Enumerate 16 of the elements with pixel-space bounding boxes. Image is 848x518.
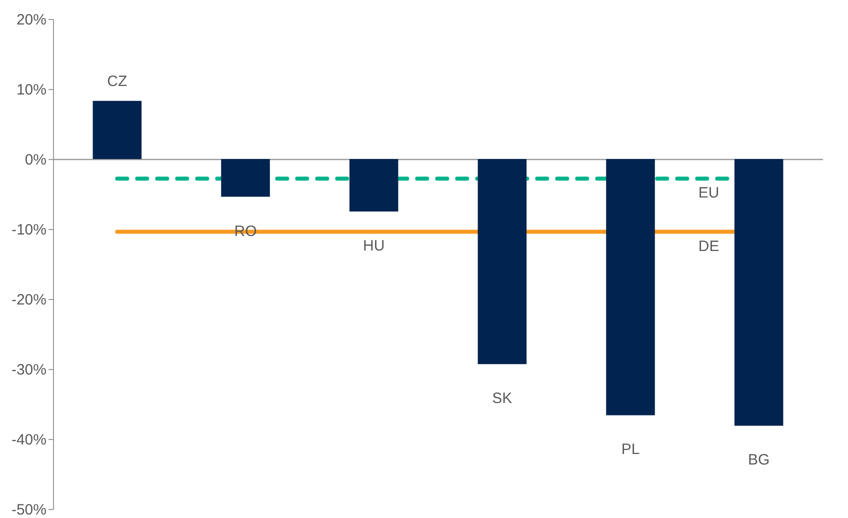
y-tick-label: -50% [11, 502, 46, 518]
y-tick-label: 0% [24, 152, 46, 168]
y-tick-label: -40% [11, 432, 46, 448]
x-tick-label: HU [362, 238, 385, 254]
x-tick-label: BG [748, 452, 770, 469]
x-tick-label: SK [492, 390, 512, 408]
y-tick-label: 20% [16, 12, 46, 28]
y-tick-label: 10% [16, 82, 46, 98]
ref-line-label: EU [698, 184, 720, 202]
x-tick-label: PL [621, 441, 640, 458]
x-tick-label: CZ [107, 72, 128, 90]
x-tick-label: RO [234, 222, 257, 240]
y-tick-label: -10% [11, 222, 46, 238]
y-tick-label: -20% [11, 292, 46, 308]
ref-line-label: DE [698, 238, 720, 255]
y-tick-label: -30% [11, 362, 46, 378]
